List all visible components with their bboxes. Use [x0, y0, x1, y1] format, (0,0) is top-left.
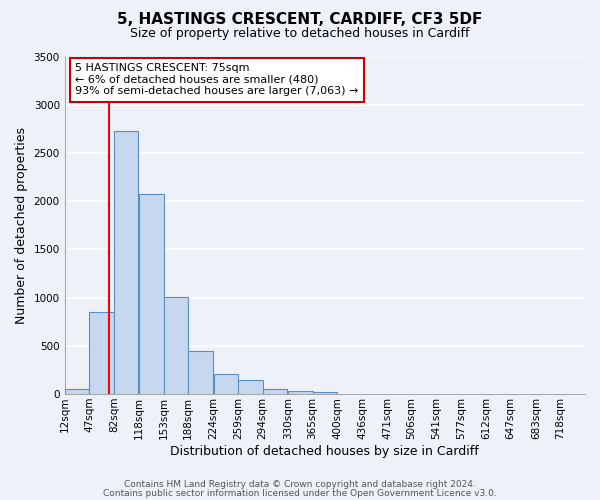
- Bar: [114, 131, 139, 394]
- X-axis label: Distribution of detached houses by size in Cardiff: Distribution of detached houses by size …: [170, 444, 479, 458]
- Bar: [65, 389, 89, 394]
- Bar: [288, 391, 313, 394]
- Bar: [89, 312, 114, 394]
- Text: 5, HASTINGS CRESCENT, CARDIFF, CF3 5DF: 5, HASTINGS CRESCENT, CARDIFF, CF3 5DF: [118, 12, 482, 28]
- Y-axis label: Number of detached properties: Number of detached properties: [15, 127, 28, 324]
- Text: Contains HM Land Registry data © Crown copyright and database right 2024.: Contains HM Land Registry data © Crown c…: [124, 480, 476, 489]
- Bar: [164, 296, 188, 394]
- Bar: [139, 194, 164, 394]
- Bar: [263, 388, 287, 394]
- Bar: [238, 380, 263, 394]
- Text: Contains public sector information licensed under the Open Government Licence v3: Contains public sector information licen…: [103, 488, 497, 498]
- Bar: [313, 392, 337, 394]
- Text: Size of property relative to detached houses in Cardiff: Size of property relative to detached ho…: [130, 28, 470, 40]
- Bar: [188, 350, 213, 394]
- Text: 5 HASTINGS CRESCENT: 75sqm
← 6% of detached houses are smaller (480)
93% of semi: 5 HASTINGS CRESCENT: 75sqm ← 6% of detac…: [75, 64, 358, 96]
- Bar: [214, 374, 238, 394]
